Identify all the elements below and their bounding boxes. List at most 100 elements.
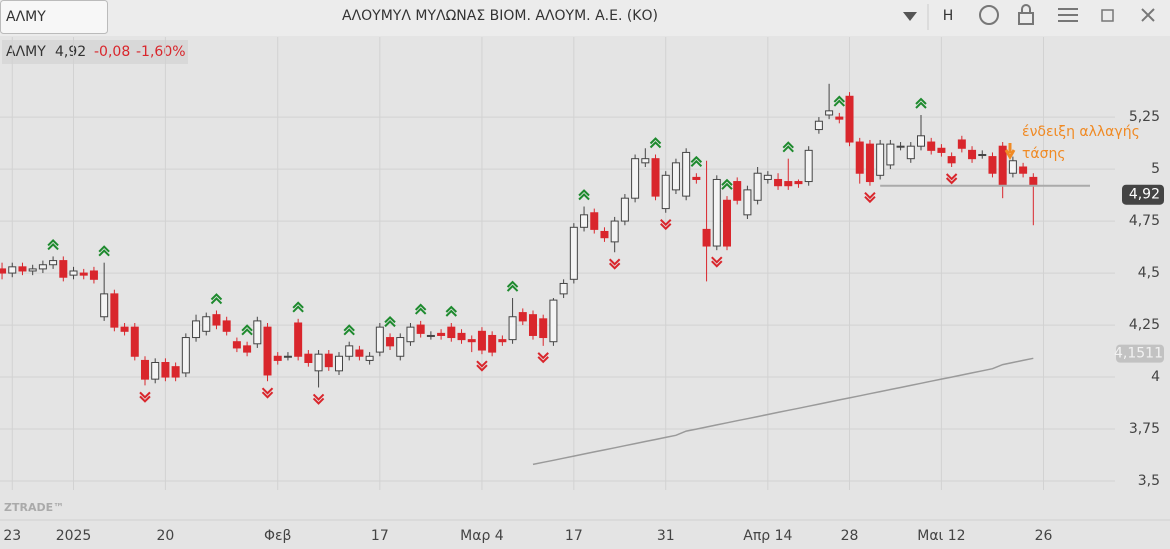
candle-body bbox=[1008, 160, 1017, 174]
x-tick-label: Φεβ bbox=[264, 528, 292, 544]
candle-body bbox=[845, 95, 854, 143]
symbol-input[interactable] bbox=[0, 0, 108, 34]
candle-body bbox=[896, 145, 905, 148]
up-signal bbox=[384, 315, 396, 328]
candle-body bbox=[1019, 166, 1028, 174]
candle-body bbox=[947, 156, 956, 164]
y-tick-label: 3,5 bbox=[1138, 473, 1160, 489]
candle-body bbox=[253, 320, 262, 345]
candle-body bbox=[774, 178, 783, 187]
lock-icon[interactable] bbox=[1018, 12, 1034, 25]
candle-body bbox=[294, 322, 303, 357]
candle-body bbox=[498, 339, 507, 343]
candle-body bbox=[753, 172, 762, 201]
candle-body bbox=[192, 320, 201, 339]
x-tick-label: 23 bbox=[3, 528, 21, 544]
candle-body bbox=[345, 345, 354, 357]
candle-body bbox=[375, 326, 384, 353]
candle-body bbox=[916, 135, 925, 147]
down-signal bbox=[608, 258, 621, 270]
candle-body bbox=[100, 293, 109, 318]
candle-body bbox=[743, 189, 752, 216]
candle-body bbox=[682, 151, 691, 197]
candle-body bbox=[651, 158, 660, 197]
down-signal bbox=[945, 173, 958, 185]
dropdown-button[interactable] bbox=[903, 12, 917, 21]
candle-body bbox=[1029, 176, 1038, 187]
annotation: ένδειξη αλλαγής bbox=[1022, 124, 1140, 140]
candle-body bbox=[794, 181, 803, 185]
candle-body bbox=[641, 158, 650, 164]
candle-body bbox=[937, 147, 946, 153]
candle-body bbox=[477, 330, 486, 351]
candle-body bbox=[314, 353, 323, 372]
up-signal bbox=[690, 155, 703, 167]
ma-label: 4,1511 bbox=[1114, 346, 1163, 362]
x-tick-label: 2025 bbox=[56, 528, 92, 544]
ma-badge bbox=[1116, 344, 1164, 363]
candle-body bbox=[722, 199, 731, 247]
candle-body bbox=[130, 326, 139, 357]
candle-body bbox=[324, 353, 333, 368]
candle-body bbox=[232, 341, 241, 349]
candle-body bbox=[998, 145, 1007, 187]
annotation: τάσης bbox=[1022, 146, 1066, 162]
restore-icon[interactable] bbox=[1101, 9, 1114, 22]
candle-body bbox=[886, 143, 895, 166]
quote-change-pct: -1,60% bbox=[136, 44, 186, 60]
down-signal bbox=[261, 387, 274, 399]
candle-body bbox=[334, 355, 343, 372]
candle-body bbox=[181, 337, 190, 374]
quote-symbol: ΑΛΜΥ bbox=[6, 44, 46, 60]
up-signal bbox=[445, 305, 458, 317]
candle-body bbox=[488, 334, 497, 353]
down-signal bbox=[537, 352, 549, 364]
candle-body bbox=[110, 293, 119, 328]
y-tick-label: 4,75 bbox=[1129, 213, 1160, 229]
candle-body bbox=[957, 139, 966, 149]
candle-body bbox=[222, 320, 231, 332]
symbol-input-text: ΑΛΜΥ bbox=[6, 9, 46, 25]
candle-body bbox=[620, 197, 629, 222]
candle-body bbox=[396, 337, 405, 357]
up-signal bbox=[98, 245, 110, 257]
up-signal bbox=[343, 324, 355, 336]
menu-icon[interactable] bbox=[1058, 8, 1078, 22]
y-tick-label: 4,5 bbox=[1138, 265, 1160, 281]
candle-body bbox=[702, 228, 711, 247]
candle-body bbox=[263, 326, 272, 376]
candle-body bbox=[927, 141, 936, 151]
candle-body bbox=[518, 312, 527, 322]
candle-body bbox=[733, 181, 742, 201]
candle-body bbox=[988, 156, 997, 174]
candle-body bbox=[79, 272, 88, 276]
down-signal bbox=[139, 391, 151, 403]
candle-body bbox=[876, 143, 885, 176]
candle-body bbox=[89, 270, 98, 280]
up-signal bbox=[292, 301, 304, 313]
up-signal bbox=[210, 293, 223, 305]
candle-body bbox=[508, 316, 517, 341]
watermark: ZTRADE™ bbox=[4, 501, 64, 514]
down-signal bbox=[476, 360, 488, 372]
x-tick-label: 26 bbox=[1035, 528, 1053, 544]
plot: 3,5 3,75 4 4,25 4,5 4,75 5 5,25 23 2025 20 Φεβ 17 Μαρ… bbox=[0, 37, 1164, 544]
y-tick-label: 5,25 bbox=[1129, 109, 1160, 125]
down-signal bbox=[711, 256, 723, 268]
period-button[interactable]: H bbox=[943, 8, 954, 24]
close-icon[interactable] bbox=[1141, 8, 1155, 22]
candle-body bbox=[171, 366, 180, 378]
candle-body bbox=[161, 362, 170, 378]
candle-body bbox=[273, 355, 282, 361]
candle-body bbox=[763, 174, 772, 180]
candle-body bbox=[539, 318, 548, 339]
candle-body bbox=[671, 162, 680, 191]
candle-body bbox=[59, 260, 68, 278]
quote-icon[interactable] bbox=[979, 5, 999, 25]
candle-body bbox=[600, 230, 609, 239]
candle-body bbox=[202, 316, 211, 332]
candle-body bbox=[151, 362, 160, 380]
x-tick-label: 17 bbox=[371, 528, 389, 544]
x-tick-label: 28 bbox=[841, 528, 859, 544]
